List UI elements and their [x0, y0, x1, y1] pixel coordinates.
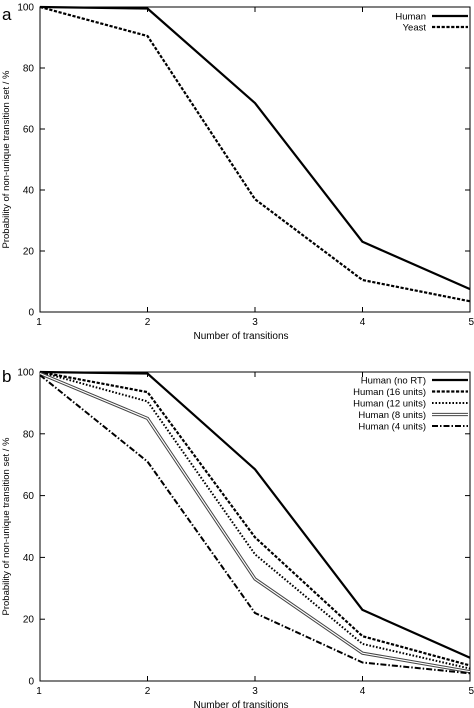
x-tick-label: 2	[145, 317, 151, 328]
x-tick-label: 5	[468, 317, 474, 328]
y-tick-label: 100	[17, 368, 34, 379]
x-tick-label: 3	[252, 317, 258, 328]
y-tick-label: 0	[28, 677, 34, 688]
series-line-3	[39, 372, 471, 674]
legend-label: Human (8 units)	[358, 410, 426, 421]
legend-label: Human (12 units)	[353, 399, 426, 410]
y-axis-label: Probability of non-unique transition set…	[1, 70, 12, 249]
x-tick-label: 3	[252, 686, 258, 697]
panel-label: b	[2, 367, 11, 386]
legend-label: Human (4 units)	[358, 422, 426, 433]
x-tick-label: 1	[36, 317, 42, 328]
x-tick-label: 4	[360, 317, 366, 328]
x-tick-label: 4	[360, 686, 366, 697]
x-tick-label: 1	[36, 686, 42, 697]
y-axis-label: Probability of non-unique transition set…	[1, 437, 12, 616]
legend-label: Human (16 units)	[353, 387, 426, 398]
legend: Human (no RT)Human (16 units)Human (12 u…	[353, 376, 468, 433]
chart-panel-b: b 1 2 3 4 5 0 20 40 60 80 100 Number of transitions P…	[1, 367, 474, 708]
series-line-0	[39, 5, 471, 291]
y-tick-label: 100	[17, 3, 34, 14]
series-line-0	[39, 370, 471, 659]
series-line-3-inner	[39, 372, 471, 673]
plot-frame	[39, 6, 471, 313]
y-tick-label: 60	[23, 125, 35, 136]
y-tick-label: 80	[23, 64, 35, 75]
y-tick-label: 0	[28, 308, 34, 319]
x-axis-label: Number of transitions	[193, 700, 288, 708]
legend-label: Yeast	[403, 23, 427, 34]
y-tick-label: 20	[23, 247, 35, 258]
x-tick-label: 5	[468, 686, 474, 697]
chart-panel-a: a 1 2 3 4 5 0 20 40 60 80 100 Number of transitions P…	[1, 3, 474, 343]
panel-label: a	[2, 5, 12, 24]
legend-label: Human	[395, 12, 426, 23]
y-tick-label: 60	[23, 491, 35, 502]
x-axis-label: Number of transitions	[193, 331, 288, 342]
y-tick-label: 80	[23, 429, 35, 440]
series-line-1	[39, 370, 471, 667]
y-tick-label: 20	[23, 615, 35, 626]
x-tick-label: 2	[145, 686, 151, 697]
legend-label: Human (no RT)	[361, 376, 426, 387]
series-line-1	[39, 5, 471, 303]
y-tick-label: 40	[23, 553, 35, 564]
series-line-4	[39, 374, 471, 675]
y-tick-label: 40	[23, 186, 35, 197]
